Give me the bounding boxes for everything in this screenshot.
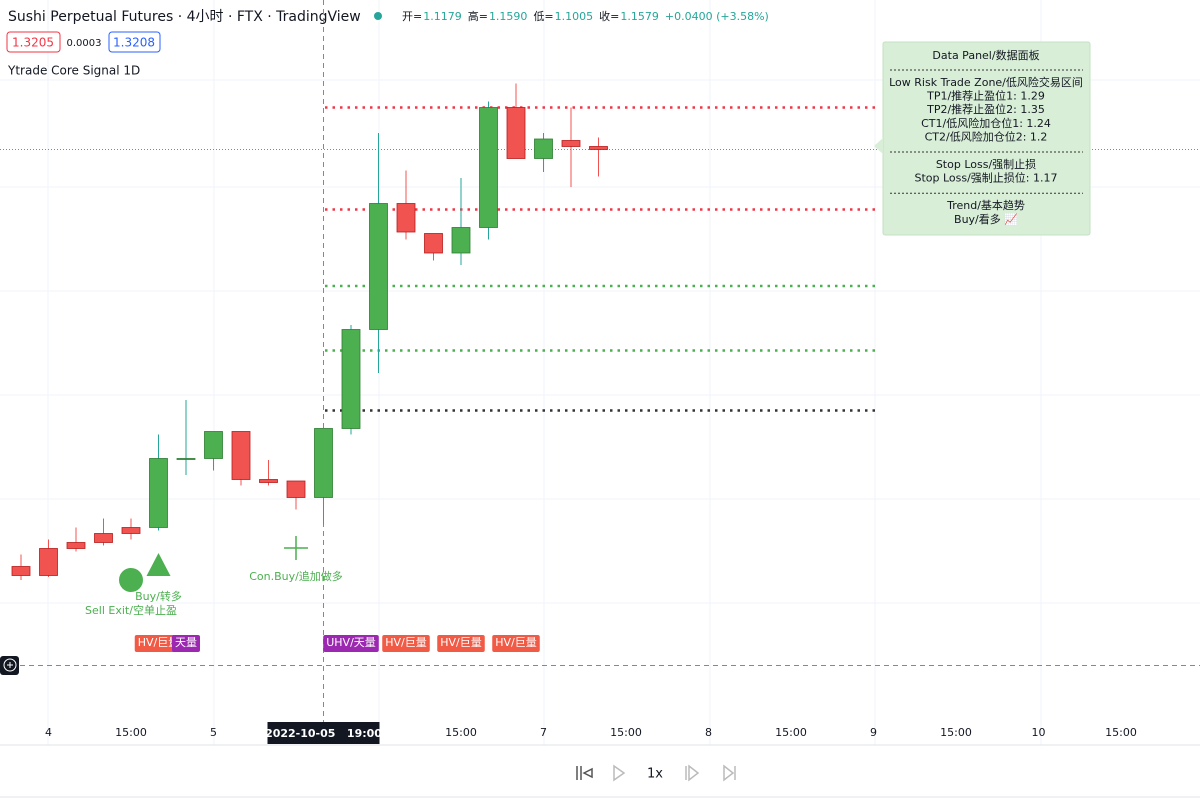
spread: 0.0003: [67, 38, 102, 49]
volume-tag: HV/巨量: [382, 635, 430, 652]
ohlc-value: 1.1179: [423, 10, 462, 23]
symbol-title: Sushi Perpetual Futures · 4小时 · FTX · Tr…: [8, 9, 361, 25]
signal-cross: [284, 536, 308, 560]
volume-tag-bg: [437, 635, 485, 652]
ask: 1.3208: [113, 36, 155, 50]
data-panel-line: CT2/低风险加仓位2: 1.2: [925, 129, 1048, 143]
candle-body: [479, 107, 498, 228]
candle-body: [589, 146, 608, 150]
volume-tag-bg: [382, 635, 430, 652]
candle-body: [259, 479, 278, 483]
ohlc-value: 1.1579: [620, 10, 659, 23]
volume-tag: HV/巨量: [492, 635, 540, 652]
play[interactable]: [613, 764, 626, 782]
signal-triangle: [146, 553, 171, 576]
volume-tag-bg: [323, 635, 379, 652]
candle-body: [286, 480, 306, 498]
data-panel: Data Panel/数据面板 Low Risk Trade Zone/低风险交易…: [874, 41, 1091, 236]
volume-tag: 天量: [172, 635, 200, 652]
volume-tag-text: HV/巨量: [495, 636, 537, 649]
volume-tag: HV/巨量: [134, 635, 183, 652]
candle-body: [204, 431, 223, 459]
data-panel-title: Data Panel/数据面板: [932, 48, 1039, 62]
replay-toolbar: [576, 764, 736, 782]
ohlc-label: 收=: [599, 9, 619, 23]
indicator-name: Ytrade Core Signal 1D: [7, 64, 140, 78]
x-tick-label: 9: [870, 726, 877, 739]
data-panel-line: Stop Loss/强制止损位: 1.17: [914, 171, 1057, 185]
data-panel-line: TP2/推荐止盈位2: 1.35: [926, 102, 1045, 116]
x-tick-label: 15:00: [775, 726, 807, 739]
candle-body: [11, 566, 31, 576]
volume-tag-bg: [172, 635, 200, 652]
volume-tag: UHV/天量: [323, 635, 379, 652]
x-tick-label: 4: [45, 726, 52, 739]
candle-body: [176, 458, 196, 460]
data-panel-line: Low Risk Trade Zone/低风险交易区间: [889, 75, 1083, 89]
candle-body: [369, 203, 388, 330]
candle-body: [506, 107, 526, 159]
replay-start[interactable]: [576, 766, 593, 780]
ohlc-label: 低=: [533, 10, 553, 23]
volume-tag-text: UHV/天量: [326, 636, 376, 649]
x-tick-label: 15:00: [940, 726, 972, 739]
step-forward[interactable]: [685, 764, 700, 782]
ohlc-label: 高=: [468, 9, 488, 23]
grid: [0, 0, 1200, 745]
crosshair-label: 2022-10-05 19:00: [265, 727, 382, 740]
volume-tag: HV/巨量: [437, 635, 485, 652]
volume-tag-text: HV/巨量: [440, 636, 482, 649]
signal-circle: [119, 568, 143, 592]
candle-body: [534, 138, 553, 159]
volume-tag-bg: [492, 635, 540, 652]
crosshair-label-bg: [267, 722, 380, 744]
ask-box[interactable]: [108, 31, 161, 53]
volume-tag-bg: [134, 635, 183, 652]
signal-text: Sell Exit/空单止盈: [85, 603, 177, 617]
change: +0.0400 (+3.58%): [665, 10, 769, 23]
candle-body: [94, 533, 113, 543]
data-panel-line: Stop Loss/强制止损: [936, 157, 1036, 171]
ohlc: 开= 1.1179 高= 1.1590 低= 1.1005 收= 1.1579 +0.0400 …: [402, 9, 769, 23]
candle-body: [396, 203, 416, 233]
candle-body: [314, 428, 333, 498]
x-tick-label: 5: [210, 726, 217, 739]
signal-text: Buy/转多: [135, 589, 182, 603]
candle-body: [121, 527, 141, 534]
x-tick-label: 15:00: [445, 726, 477, 739]
ohlc-label: 开=: [402, 10, 422, 23]
bid: 1.3205: [12, 36, 54, 50]
candle-body: [39, 548, 58, 576]
volume-tag-text: HV/巨量: [138, 636, 180, 649]
ohlc-value: 1.1590: [489, 10, 528, 23]
x-tick-label: 15:00: [115, 726, 147, 739]
crosshair-tool[interactable]: [0, 656, 19, 675]
ohlc-value: 1.1005: [555, 10, 594, 23]
candle-body: [231, 431, 251, 480]
candle-body: [66, 542, 86, 549]
candle-body: [149, 458, 168, 528]
x-tick-label: 10: [1032, 726, 1046, 739]
data-panel-line: Trend/基本趋势: [946, 198, 1025, 212]
candle-body: [451, 227, 471, 254]
bid-box[interactable]: [6, 31, 61, 53]
volume-tag-text: 天量: [175, 636, 197, 649]
data-panel-line: Buy/看多 📈: [954, 212, 1018, 226]
signal-text: Con.Buy/追加做多: [249, 569, 343, 583]
jump-end[interactable]: [723, 764, 736, 782]
x-tick-label: 8: [705, 726, 712, 739]
candle-body: [424, 233, 443, 254]
x-tick-label: 15:00: [1105, 726, 1137, 739]
volume-tag-text: HV/巨量: [385, 636, 427, 649]
status-dot: [374, 12, 382, 20]
speed[interactable]: 1x: [647, 767, 663, 782]
candle-body: [341, 329, 361, 429]
candle-body: [561, 140, 581, 147]
x-tick-label: 7: [540, 726, 547, 739]
data-panel-line: CT1/低风险加仓位1: 1.24: [921, 116, 1051, 130]
data-panel-line: TP1/推荐止盈位1: 1.29: [926, 89, 1045, 103]
x-tick-label: 15:00: [610, 726, 642, 739]
data-panel-pointer: [874, 138, 883, 154]
